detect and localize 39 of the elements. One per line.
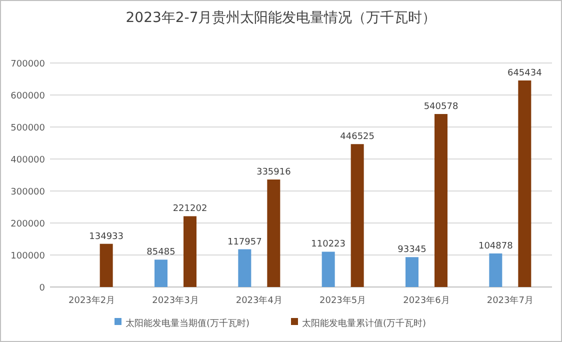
x-tick-label: 2023年2月 bbox=[68, 295, 116, 306]
y-tick-label: 300000 bbox=[10, 188, 46, 198]
y-tick-label: 700000 bbox=[10, 60, 46, 70]
legend-label: 太阳能发电量累计值(万千瓦时) bbox=[302, 318, 426, 329]
x-tick-label: 2023年4月 bbox=[236, 295, 282, 306]
bar bbox=[184, 216, 196, 287]
bar bbox=[154, 260, 168, 287]
data-label: 134933 bbox=[89, 232, 124, 242]
data-label: 104878 bbox=[478, 241, 514, 252]
y-tick-label: 600000 bbox=[10, 92, 46, 102]
bar bbox=[406, 257, 418, 287]
data-label: 117957 bbox=[227, 237, 262, 248]
chart-title: 2023年2-7月贵州太阳能发电量情况（万千瓦时） bbox=[126, 10, 436, 26]
data-label: 93345 bbox=[398, 245, 426, 256]
data-label: 540578 bbox=[424, 102, 458, 112]
data-label: 446525 bbox=[340, 132, 375, 142]
data-label: 221202 bbox=[172, 204, 208, 214]
data-label: 335916 bbox=[256, 168, 292, 178]
x-tick-label: 2023年5月 bbox=[320, 295, 366, 306]
bar bbox=[350, 144, 364, 287]
bar bbox=[100, 244, 113, 287]
data-label: 85485 bbox=[146, 248, 176, 258]
x-tick-label: 2023年3月 bbox=[152, 295, 199, 306]
data-label: 110223 bbox=[311, 240, 346, 250]
bar bbox=[267, 180, 280, 287]
bar bbox=[322, 252, 335, 287]
y-tick-label: 200000 bbox=[10, 220, 46, 230]
data-label: 645434 bbox=[507, 68, 542, 78]
bar bbox=[489, 253, 502, 287]
y-tick-label: 0 bbox=[39, 284, 46, 294]
legend-label: 太阳能发电量当期值(万千瓦时) bbox=[126, 318, 250, 329]
y-tick-label: 100000 bbox=[10, 252, 46, 262]
x-tick-label: 2023年6月 bbox=[403, 295, 450, 306]
bar bbox=[518, 80, 532, 287]
bar bbox=[434, 114, 448, 287]
y-tick-label: 400000 bbox=[10, 156, 46, 166]
y-tick-label: 500000 bbox=[10, 124, 46, 134]
bar bbox=[238, 249, 252, 287]
x-tick-label: 2023年7月 bbox=[486, 295, 534, 306]
